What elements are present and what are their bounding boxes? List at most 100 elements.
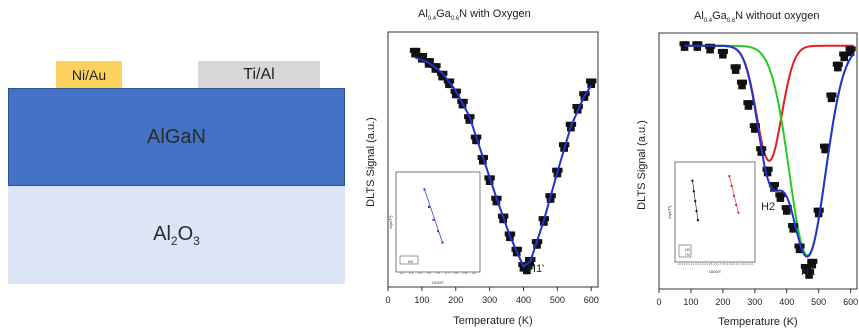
chart1-data-point xyxy=(462,98,468,104)
chart2-data-point xyxy=(720,48,726,54)
chart2-data-point xyxy=(791,227,797,233)
chart2-data-point xyxy=(849,50,855,56)
chart1-data-point xyxy=(544,216,550,222)
chart2-data-point xyxy=(768,182,774,188)
chart1-data-point xyxy=(409,47,415,53)
chart2-inset-tick: 2.3 xyxy=(700,263,704,266)
chart2-data-point xyxy=(733,64,739,70)
chart1-data-point xyxy=(523,269,529,275)
chart2-data-point xyxy=(779,196,785,202)
chart1-data-point xyxy=(518,262,524,268)
chart1-data-point xyxy=(565,121,571,127)
chart2-data-point xyxy=(761,146,767,152)
chart2-title: Al0.4Ga0.6N without oxygen xyxy=(694,10,820,25)
chart2-inset-tick: 2.6 xyxy=(713,263,717,266)
chart1-inset-tick: 2.8 xyxy=(454,271,459,275)
chart2-data-point xyxy=(706,48,712,54)
chart2-inset-tick: 2.2 xyxy=(695,263,699,266)
chart1-x-tick-label: 400 xyxy=(516,295,531,305)
chart2-data-point xyxy=(776,196,782,202)
chart2-data-point xyxy=(841,51,847,57)
chart1-data-point xyxy=(562,146,568,152)
chart2-data-point xyxy=(756,146,762,152)
chart2-data-point xyxy=(697,41,703,47)
chart2-data-point xyxy=(825,143,831,149)
chart2-data-point xyxy=(693,45,699,51)
chart2-data-point xyxy=(830,97,836,103)
chart2-data-point xyxy=(679,41,685,47)
chart1-inset: H1' 1000/T ln(e/T²) 2.2 2.3 2.4 2.5 2.6 2.7 2.… xyxy=(388,171,481,285)
chart1-data-point xyxy=(441,75,447,81)
chart1-data-point xyxy=(587,83,593,89)
chart1-data-point xyxy=(530,256,536,262)
chart1-data-point xyxy=(447,83,453,89)
chart2-data-point xyxy=(823,148,829,154)
chart1-data-point xyxy=(569,126,575,132)
chart2-inset-point-h2 xyxy=(735,204,738,206)
chart1-data-point xyxy=(449,78,455,84)
chart2-inset-tick: 3.4 xyxy=(749,263,753,266)
chart2-inset-tick: 3.1 xyxy=(736,263,740,266)
chart1-x-tick-label: 0 xyxy=(385,295,390,305)
chart1-data-point xyxy=(422,52,428,58)
contact-ni-au-label: Ni/Au xyxy=(71,66,107,83)
chart2-inset-ylabel: ln(e/T²) xyxy=(667,205,672,219)
chart2-data-point xyxy=(807,258,813,264)
chart1-data-point xyxy=(415,47,421,53)
chart2-ylabel: DLTS Signal (a.u.) xyxy=(636,120,648,210)
chart2-data-point xyxy=(692,41,698,47)
chart2-data-point xyxy=(742,79,748,85)
chart1-data-point xyxy=(525,269,531,275)
chart2-data-point xyxy=(739,79,745,85)
chart1-data-point xyxy=(542,220,548,226)
chart2-data-point xyxy=(850,46,856,52)
chart1-data-point xyxy=(477,154,483,160)
chart1-data-point xyxy=(411,52,417,58)
chart2-data-point xyxy=(807,273,813,279)
chart1-data-point xyxy=(455,88,461,94)
chart1-data-point xyxy=(436,70,442,76)
chart1-data-point xyxy=(591,78,597,84)
chart1-data-point xyxy=(561,142,567,148)
chart1-inset-tick: 2.4 xyxy=(418,271,423,275)
chart2-peak-label-h2: H2 xyxy=(761,201,775,213)
chart1-data-point xyxy=(526,261,532,267)
chart2-data-point xyxy=(734,68,740,74)
chart1-data-point xyxy=(497,213,503,219)
chart2-data-point xyxy=(831,92,837,98)
chart2-data-point xyxy=(680,45,686,51)
chart2-data-point xyxy=(800,263,806,269)
chart2-data-point xyxy=(774,182,780,188)
chart1-inset-tick: 2.6 xyxy=(436,271,441,275)
algan-label: AlGaN xyxy=(147,125,206,148)
chart1-data-point xyxy=(583,95,589,101)
chart1-data-point xyxy=(590,83,596,89)
chart2-data-point xyxy=(744,104,750,110)
chart2-data-point xyxy=(809,269,815,275)
chart2-data-point xyxy=(748,100,754,106)
chart1-data-point xyxy=(584,91,590,97)
chart1-data-point xyxy=(575,103,581,109)
chart1-data-point xyxy=(573,108,579,114)
chart1-inset-xlabel: 1000/T xyxy=(432,280,445,285)
chart2-data-point xyxy=(803,263,809,269)
chart2-data-point xyxy=(827,97,833,103)
chart1-data-point xyxy=(432,63,438,69)
chart2-inset-point-h2 xyxy=(737,211,740,214)
chart1-data-point xyxy=(511,246,517,252)
chart1-inset-tick: 2.7 xyxy=(445,271,450,275)
chart2-x-tick-label: 500 xyxy=(811,297,826,307)
chart1-data-point xyxy=(571,121,577,127)
chart1-data-point xyxy=(470,134,476,140)
chart2-data-point xyxy=(730,64,736,70)
chart1-data-point xyxy=(537,239,543,245)
chart1-data-point xyxy=(496,195,502,201)
chart1-data-point xyxy=(483,154,489,160)
chart1-data-point xyxy=(454,93,460,99)
chart1-data-point xyxy=(510,231,516,237)
chart1-data-point xyxy=(445,83,451,89)
chart2-plot-frame xyxy=(658,32,858,290)
chart2-inset-legend-h2: H2 xyxy=(685,252,691,257)
chart1-data-point xyxy=(442,70,448,76)
chart1-data-point xyxy=(538,216,544,222)
